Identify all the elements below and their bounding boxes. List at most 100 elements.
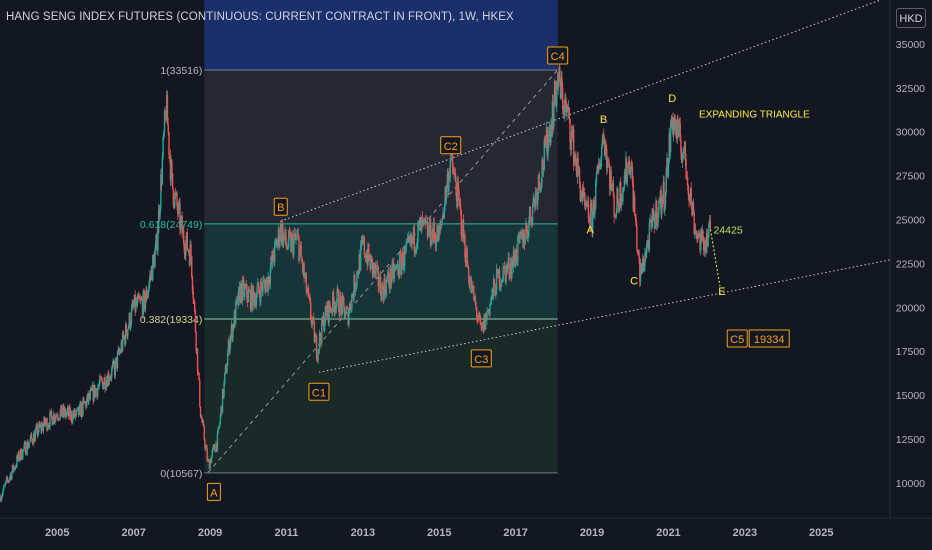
candle[interactable] <box>335 299 338 314</box>
candle[interactable] <box>369 254 371 273</box>
candle[interactable] <box>263 277 266 289</box>
candle[interactable] <box>232 323 234 343</box>
candle[interactable] <box>545 121 548 152</box>
candle[interactable] <box>163 107 166 138</box>
candle[interactable] <box>388 280 391 294</box>
candle[interactable] <box>224 364 227 375</box>
candle[interactable] <box>528 205 531 225</box>
candle[interactable] <box>26 440 28 457</box>
candle[interactable] <box>487 310 489 313</box>
candle[interactable] <box>622 186 625 193</box>
candle[interactable] <box>621 193 623 202</box>
candle[interactable] <box>135 297 137 313</box>
candle[interactable] <box>148 279 150 293</box>
candle[interactable] <box>70 410 72 424</box>
candle[interactable] <box>445 182 448 205</box>
candle[interactable] <box>453 166 456 176</box>
candle[interactable] <box>13 466 15 473</box>
candle[interactable] <box>364 254 366 259</box>
candle[interactable] <box>589 197 592 232</box>
candle[interactable] <box>193 300 196 313</box>
candle[interactable] <box>361 235 363 247</box>
candle[interactable] <box>678 117 681 124</box>
candle[interactable] <box>628 156 630 169</box>
candle[interactable] <box>425 221 427 224</box>
candle[interactable] <box>620 177 622 209</box>
candle[interactable] <box>332 291 334 316</box>
candle[interactable] <box>149 270 152 283</box>
candle[interactable] <box>262 276 264 297</box>
candle[interactable] <box>423 217 426 225</box>
candle[interactable] <box>27 438 29 450</box>
candle[interactable] <box>404 245 407 255</box>
candle[interactable] <box>18 450 20 462</box>
candle[interactable] <box>658 196 661 204</box>
candle[interactable] <box>608 158 610 168</box>
candle[interactable] <box>368 253 371 262</box>
candle[interactable] <box>664 204 666 217</box>
candle[interactable] <box>229 341 231 355</box>
candle[interactable] <box>373 262 375 278</box>
candle[interactable] <box>436 225 438 241</box>
candle[interactable] <box>307 284 310 298</box>
candle[interactable] <box>279 235 281 249</box>
candle[interactable] <box>213 443 215 450</box>
candle[interactable] <box>708 222 710 239</box>
candle[interactable] <box>293 237 295 258</box>
candle[interactable] <box>375 268 377 279</box>
candle[interactable] <box>180 214 182 234</box>
candle[interactable] <box>368 243 370 262</box>
candle[interactable] <box>327 300 330 326</box>
candle[interactable] <box>74 413 77 421</box>
candle[interactable] <box>537 173 540 201</box>
candle[interactable] <box>573 151 576 167</box>
wave-label-boxed[interactable]: C5 <box>726 329 748 348</box>
candle[interactable] <box>615 207 618 220</box>
candle[interactable] <box>642 253 644 274</box>
candle[interactable] <box>90 385 92 391</box>
candle[interactable] <box>512 245 515 273</box>
candle[interactable] <box>307 285 309 297</box>
candle[interactable] <box>508 252 510 280</box>
candle[interactable] <box>468 276 471 290</box>
candle[interactable] <box>423 217 425 226</box>
candle[interactable] <box>276 239 278 248</box>
candle[interactable] <box>477 314 479 323</box>
candle[interactable] <box>320 335 322 349</box>
candle[interactable] <box>618 202 620 214</box>
candle[interactable] <box>168 153 171 163</box>
candle[interactable] <box>430 239 432 247</box>
candle[interactable] <box>155 235 157 255</box>
candle[interactable] <box>415 245 417 255</box>
candle[interactable] <box>178 198 180 210</box>
candle[interactable] <box>418 217 421 231</box>
candle[interactable] <box>239 283 241 305</box>
candle[interactable] <box>15 463 17 468</box>
candle[interactable] <box>328 301 330 327</box>
candle[interactable] <box>677 115 679 139</box>
candle[interactable] <box>167 117 169 136</box>
candle[interactable] <box>672 119 675 142</box>
candle[interactable] <box>694 225 696 239</box>
candle[interactable] <box>202 418 205 427</box>
candle[interactable] <box>638 249 640 265</box>
candle[interactable] <box>166 90 169 125</box>
candle[interactable] <box>124 334 126 348</box>
candle[interactable] <box>342 293 344 301</box>
candle[interactable] <box>422 219 424 227</box>
candle[interactable] <box>367 242 369 267</box>
candle[interactable] <box>107 371 109 387</box>
candle[interactable] <box>633 190 635 212</box>
candle[interactable] <box>135 296 138 307</box>
candle[interactable] <box>79 400 81 406</box>
candle[interactable] <box>38 421 40 434</box>
candle[interactable] <box>357 270 360 279</box>
candle[interactable] <box>596 165 598 174</box>
candle[interactable] <box>664 190 667 210</box>
candle[interactable] <box>43 415 45 427</box>
candle[interactable] <box>634 213 637 223</box>
candle[interactable] <box>296 230 298 241</box>
candle[interactable] <box>101 377 103 384</box>
candle[interactable] <box>404 244 406 272</box>
candle[interactable] <box>556 80 558 113</box>
